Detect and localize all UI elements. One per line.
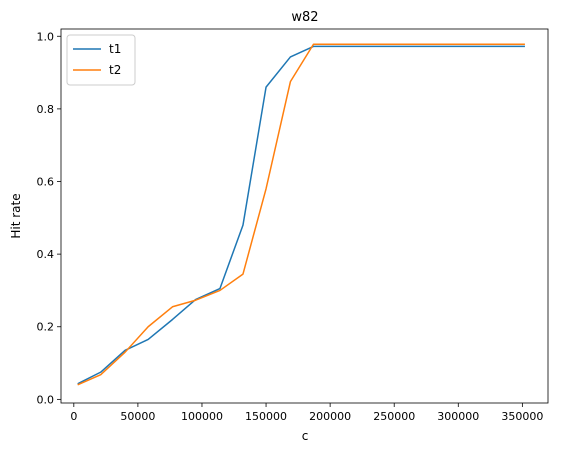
legend-label-t2: t2 bbox=[109, 63, 121, 77]
legend-box bbox=[66, 34, 136, 86]
x-tick-label: 50000 bbox=[120, 410, 155, 423]
legend-label-t1: t1 bbox=[109, 42, 121, 56]
x-tick-label: 150000 bbox=[245, 410, 287, 423]
y-tick-label: 0.4 bbox=[37, 248, 55, 261]
series-line-t2 bbox=[77, 43, 525, 386]
x-tick-label: 300000 bbox=[437, 410, 479, 423]
x-tick-label: 0 bbox=[70, 410, 77, 423]
y-tick-label: 0.2 bbox=[37, 321, 55, 334]
x-axis: 0 50000 100000 150000 200000 250000 300000 3500… bbox=[70, 403, 543, 423]
y-tick-label: 1.0 bbox=[37, 30, 55, 43]
y-tick-label: 0.0 bbox=[37, 393, 55, 406]
y-tick-label: 0.8 bbox=[37, 103, 55, 116]
chart-title: w82 bbox=[291, 10, 318, 25]
legend: t1 t2 bbox=[66, 34, 136, 86]
y-axis: 0.0 0.2 0.4 0.6 0.8 1.0 bbox=[37, 30, 61, 406]
series-layer bbox=[77, 43, 525, 386]
x-tick-label: 350000 bbox=[501, 410, 543, 423]
y-axis-label: Hit rate bbox=[9, 193, 23, 238]
plot-frame bbox=[60, 28, 549, 404]
x-axis-label: c bbox=[302, 429, 309, 443]
x-tick-label: 200000 bbox=[309, 410, 351, 423]
x-tick-label: 100000 bbox=[181, 410, 223, 423]
plot-area bbox=[60, 28, 549, 404]
series-line-t1 bbox=[77, 45, 525, 385]
x-tick-label: 250000 bbox=[373, 410, 415, 423]
y-tick-label: 0.6 bbox=[37, 176, 55, 189]
